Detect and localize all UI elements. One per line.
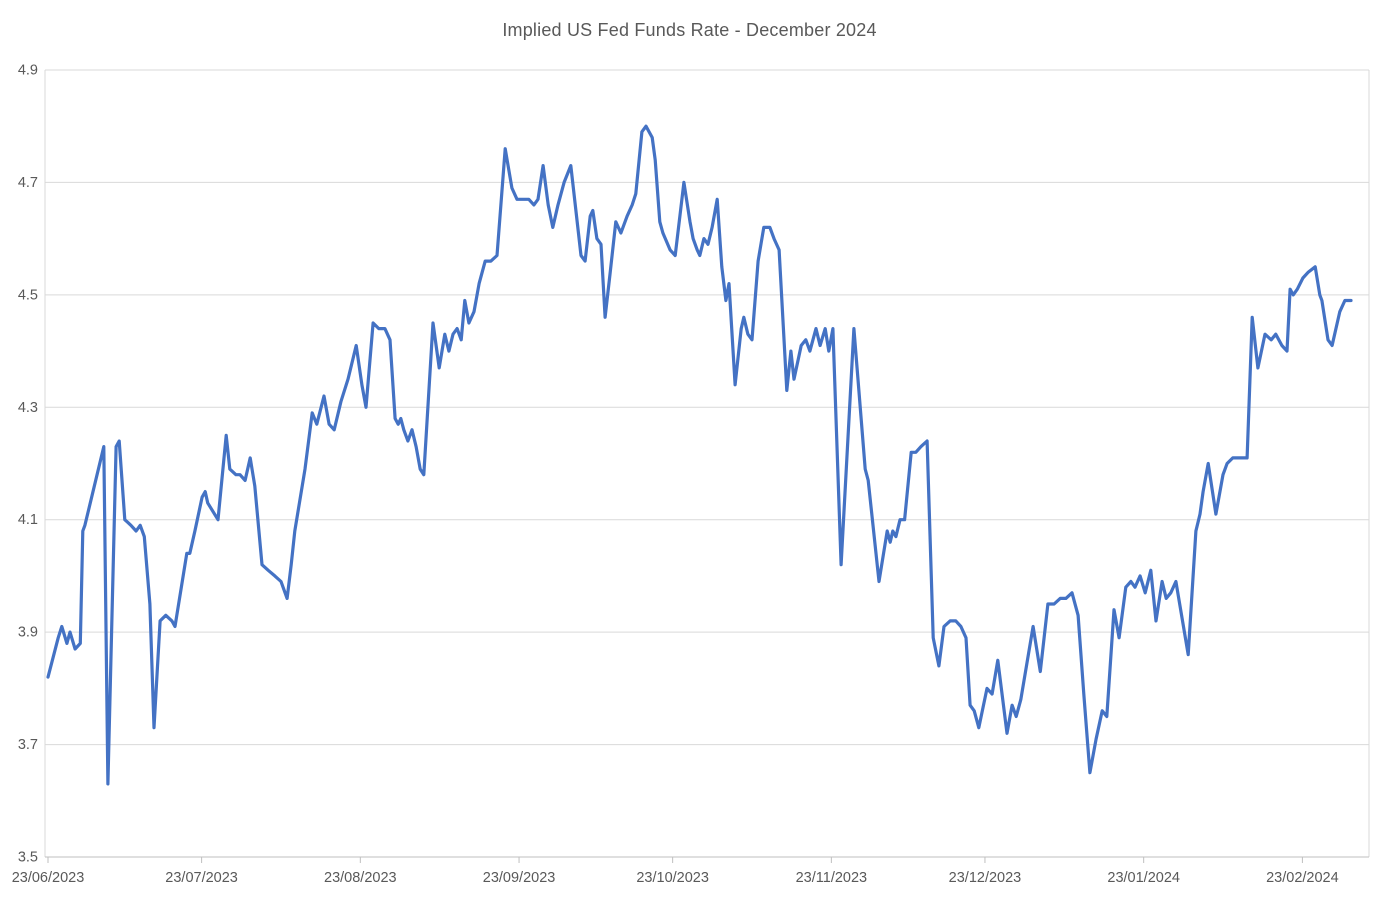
chart-title: Implied US Fed Funds Rate - December 202…	[502, 20, 877, 40]
fed-funds-rate-line	[46, 124, 1353, 786]
x-axis-tick-label: 23/02/2024	[1266, 870, 1339, 886]
x-axis-tick-label: 23/07/2023	[165, 870, 238, 886]
x-axis-tick-label: 23/09/2023	[483, 870, 556, 886]
x-axis-tick-label: 23/01/2024	[1107, 870, 1180, 886]
y-axis-tick-label: 4.3	[18, 400, 38, 416]
y-axis-tick-label: 3.5	[18, 850, 38, 866]
y-axis-tick-label: 4.9	[18, 63, 38, 79]
x-axis-tick-label: 23/11/2023	[796, 870, 868, 886]
y-axis-tick-label: 3.7	[18, 737, 38, 753]
y-axis-tick-label: 4.7	[18, 175, 38, 191]
x-axis-tick-label: 23/06/2023	[12, 870, 85, 886]
x-axis-tick-label: 23/08/2023	[324, 870, 397, 886]
x-axis-tick-label: 23/12/2023	[949, 870, 1022, 886]
y-axis-tick-label: 3.9	[18, 625, 38, 641]
y-axis-tick-label: 4.5	[18, 287, 38, 303]
x-axis-tick-label: 23/10/2023	[636, 870, 709, 886]
y-axis-tick-label: 4.1	[18, 512, 38, 528]
